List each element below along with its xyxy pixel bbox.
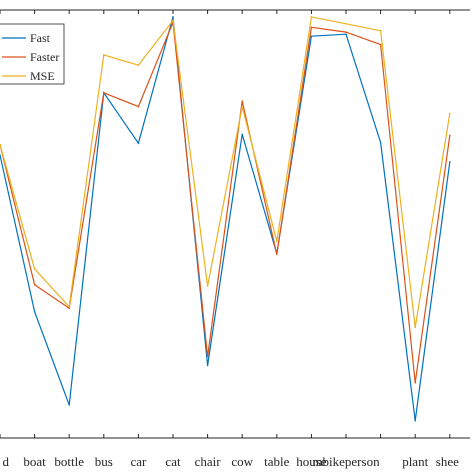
data-point-mse-boat (33, 268, 36, 270)
x-tick-label-sheep: shee (436, 454, 459, 469)
x-tick-label-table: table (264, 454, 289, 469)
data-point-faster-table (276, 253, 278, 256)
x-tick-label-bird: d (3, 454, 10, 469)
legend-label-faster: Faster (30, 50, 59, 64)
plot-area (0, 10, 470, 438)
data-point-faster-boat (33, 283, 36, 286)
x-tick-label-mbike: mbikeperson (312, 454, 380, 469)
series-line-fast (0, 16, 451, 421)
data-point-mse-bus (103, 54, 105, 56)
data-point-mse-chair (206, 285, 209, 287)
data-point-fast-bottle (68, 404, 70, 406)
legend-box (0, 23, 65, 85)
data-point-fast-car (137, 142, 140, 144)
x-ticks (0, 10, 451, 438)
series-layer (0, 16, 451, 422)
x-tick-label-car: car (130, 454, 147, 469)
data-point-mse-car (137, 64, 140, 66)
legend-label-fast: Fast (30, 31, 51, 45)
data-point-faster-house (310, 26, 313, 29)
data-point-faster-plant (414, 382, 417, 384)
data-point-fast-person (379, 141, 382, 144)
data-point-faster-sheep (449, 134, 451, 137)
data-point-mse-cow (241, 105, 243, 108)
data-point-faster-cow (241, 100, 243, 102)
data-point-mse-house (310, 16, 313, 18)
x-tick-label-bus: bus (95, 454, 113, 469)
legend: Fast Faster MSE (0, 23, 65, 85)
legend-label-mse: MSE (30, 69, 55, 83)
data-point-fast-mbike (345, 33, 347, 35)
data-point-fast-plant (414, 419, 417, 422)
x-tick-label-bottle: bottle (54, 454, 84, 469)
x-tick-label-plant: plant (402, 454, 428, 469)
data-point-fast-chair (206, 364, 209, 367)
data-point-mse-person (379, 29, 382, 32)
data-point-mse-bottle (68, 306, 70, 308)
axes-layer (0, 9, 470, 439)
data-point-faster-person (379, 43, 382, 46)
data-point-fast-sheep (449, 161, 451, 163)
data-point-mse-cat (172, 19, 174, 22)
data-point-fast-cow (241, 133, 243, 136)
data-point-fast-house (310, 35, 313, 37)
x-tick-label-cat: cat (165, 454, 181, 469)
data-point-fast-cat (172, 16, 174, 18)
data-point-fast-bird (0, 154, 1, 156)
x-tick-label-cow: cow (231, 454, 253, 469)
series-line-mse (0, 16, 451, 328)
data-point-mse-sheep (449, 112, 451, 115)
data-point-fast-boat (33, 310, 36, 313)
x-tick-labels: d boat bottle bus car cat chair cow table housemb… (3, 454, 460, 469)
x-tick-label-house: house (296, 454, 327, 469)
data-point-faster-chair (206, 355, 209, 358)
x-tick-label-boat: boat (23, 454, 46, 469)
data-point-faster-mbike (345, 31, 347, 33)
data-point-mse-bird (0, 143, 1, 146)
series-line-faster (0, 22, 451, 383)
data-point-mse-plant (414, 326, 417, 329)
data-point-faster-bus (103, 92, 105, 94)
data-point-mse-table (276, 240, 278, 243)
data-point-faster-car (137, 105, 140, 108)
x-tick-label-chair: chair (195, 454, 222, 469)
data-point-mse-mbike (345, 23, 347, 25)
